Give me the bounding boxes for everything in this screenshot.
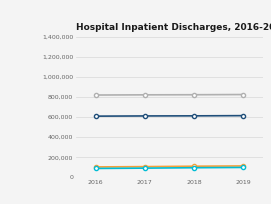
Text: Hospital Inpatient Discharges, 2016-2019: Hospital Inpatient Discharges, 2016-2019 [76, 23, 271, 32]
